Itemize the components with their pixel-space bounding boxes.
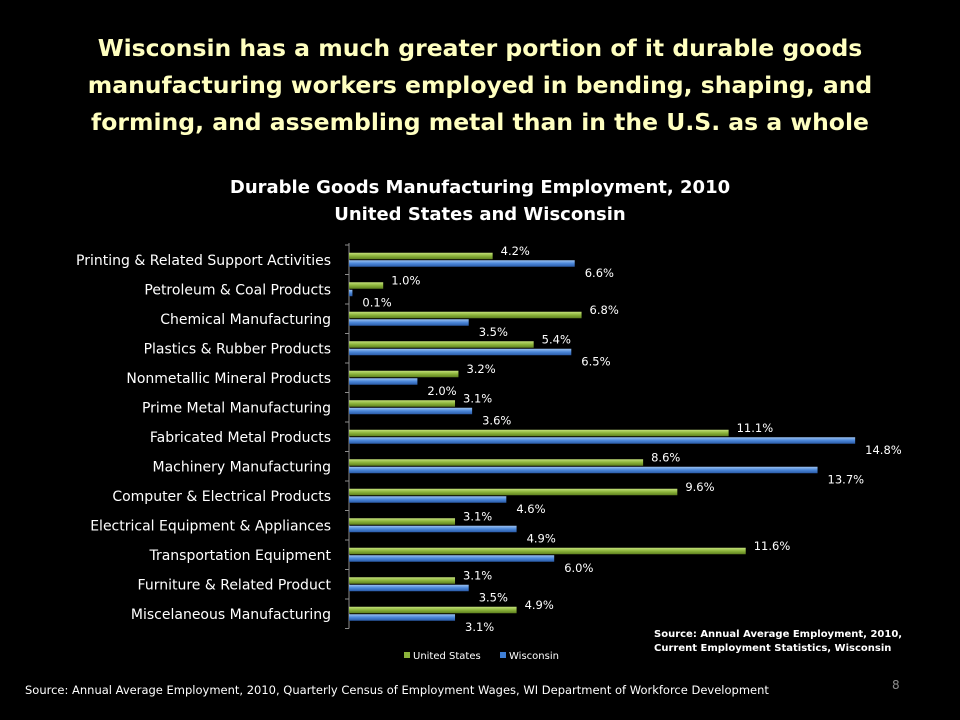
bar-wisconsin: [349, 584, 469, 592]
bar-united-states: [349, 488, 678, 496]
bar-united-states: [349, 518, 456, 525]
source-footer: Source: Annual Average Employment, 2010,…: [25, 683, 769, 697]
category-label: Nonmetallic Mineral Products: [126, 371, 331, 387]
bar-united-states: [349, 459, 644, 466]
data-label: 6.6%: [585, 266, 614, 280]
data-label: 1.0%: [391, 273, 420, 287]
bar-united-states: [349, 370, 459, 378]
data-label: 3.1%: [463, 509, 492, 523]
data-label: 3.2%: [466, 362, 495, 376]
data-label: 9.6%: [685, 480, 714, 494]
category-label: Computer & Electrical Products: [112, 489, 331, 505]
slide-number: 8: [892, 678, 900, 692]
bar-united-states: [349, 606, 517, 614]
bar-united-states: [349, 547, 746, 555]
data-label: 3.1%: [463, 391, 492, 405]
data-label: 6.0%: [564, 561, 593, 575]
category-label: Printing & Related Support Activities: [76, 253, 331, 269]
bar-united-states: [349, 577, 456, 584]
data-label: 4.9%: [525, 598, 554, 612]
data-label: 14.8%: [865, 443, 902, 457]
chart-annotation: Source: Annual Average Employment, 2010,…: [654, 629, 902, 654]
bar-wisconsin: [349, 260, 575, 267]
legend-label: United States: [413, 651, 481, 662]
category-label: Furniture & Related Product: [138, 577, 332, 593]
data-label: 3.6%: [482, 413, 511, 427]
bar-united-states: [349, 341, 534, 348]
bar-wisconsin: [349, 437, 856, 444]
category-label: Fabricated Metal Products: [150, 430, 331, 446]
data-labels: 4.2% 6.6% 1.0%0.1% 6.8% 3.5% 5.4% 6.5% 3.2% 2.0%…: [362, 244, 901, 634]
data-label: 4.6%: [516, 502, 545, 516]
bar-united-states: [349, 252, 493, 260]
data-label: 6.8%: [590, 303, 619, 317]
bar-wisconsin: [349, 407, 473, 415]
category-label: Machinery Manufacturing: [153, 459, 331, 475]
category-label: Plastics & Rubber Products: [144, 341, 331, 357]
bar-wisconsin: [349, 614, 456, 621]
bar-united-states: [349, 311, 582, 319]
category-label: Petroleum & Coal Products: [144, 282, 331, 298]
category-labels: Printing & Related Support Activities Pet…: [76, 253, 331, 623]
bar-wisconsin: [349, 348, 572, 356]
data-label: 2.0%: [427, 384, 456, 398]
bar-wisconsin: [349, 378, 418, 385]
chart-annotation-line-1: Source: Annual Average Employment, 2010,: [654, 629, 902, 640]
data-label: 0.1%: [362, 295, 391, 309]
category-label: Electrical Equipment & Appliances: [90, 518, 331, 534]
bar-united-states: [349, 400, 456, 407]
chart-bars: [349, 252, 856, 621]
data-label: 4.9%: [527, 531, 556, 545]
bar-united-states: [349, 429, 729, 437]
data-label: 11.6%: [754, 539, 791, 553]
chart-axis: [345, 243, 350, 629]
data-label: 11.1%: [737, 421, 774, 435]
category-label: Prime Metal Manufacturing: [142, 400, 331, 416]
bar-wisconsin: [349, 319, 469, 326]
slide-title: Wisconsin has a much greater portion of …: [87, 34, 873, 136]
legend-label: Wisconsin: [509, 651, 559, 662]
bar-united-states: [349, 282, 384, 289]
chart-subtitle: United States and Wisconsin: [334, 204, 625, 225]
data-label: 3.5%: [479, 325, 508, 339]
bar-wisconsin: [349, 525, 517, 533]
data-label: 5.4%: [542, 332, 571, 346]
chart-annotation-line-2: Current Employment Statistics, Wisconsin: [654, 643, 891, 654]
bar-wisconsin: [349, 555, 555, 562]
data-label: 3.5%: [479, 590, 508, 604]
bar-wisconsin: [349, 466, 818, 474]
category-label: Transportation Equipment: [148, 548, 331, 564]
data-label: 3.1%: [463, 568, 492, 582]
bar-wisconsin: [349, 289, 353, 297]
chart-legend: United States Wisconsin: [404, 651, 559, 662]
legend-swatch: [404, 652, 410, 658]
chart-title: Durable Goods Manufacturing Employment, …: [230, 177, 730, 198]
category-label: Miscelaneous Manufacturing: [131, 607, 331, 623]
legend-swatch: [500, 652, 506, 658]
data-label: 6.5%: [581, 354, 610, 368]
data-label: 4.2%: [501, 244, 530, 258]
data-label: 3.1%: [465, 620, 494, 634]
data-label: 8.6%: [651, 450, 680, 464]
data-label: 13.7%: [828, 472, 865, 486]
category-label: Chemical Manufacturing: [160, 312, 331, 328]
bar-wisconsin: [349, 496, 507, 503]
